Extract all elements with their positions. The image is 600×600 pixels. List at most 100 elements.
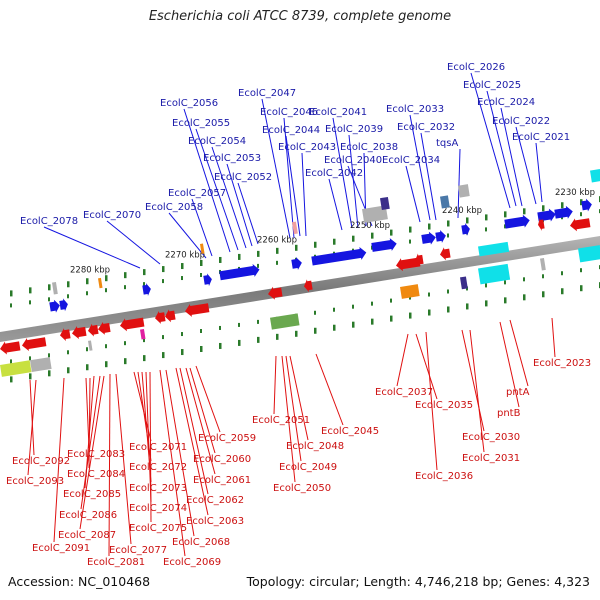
leader-line-top xyxy=(328,178,343,231)
leader-line-top xyxy=(211,146,247,249)
misc-feature xyxy=(440,195,450,209)
gene-label-ecolc_2030: EcolC_2030 xyxy=(462,432,520,443)
misc-feature xyxy=(478,263,511,285)
tick-mark xyxy=(219,256,222,263)
tick-mark xyxy=(390,298,392,303)
leader-line-top xyxy=(405,165,421,223)
tick-mark xyxy=(124,285,126,290)
gene-label-ecolc_2070: EcolC_2070 xyxy=(83,210,141,221)
tick-mark xyxy=(561,271,563,276)
leader-line-bottom xyxy=(80,375,101,510)
forward-gene-arrow xyxy=(311,246,367,266)
misc-feature xyxy=(589,169,600,183)
gene-label-ecolc_2078: EcolC_2078 xyxy=(20,216,78,227)
reverse-gene-arrow xyxy=(538,218,545,231)
leader-line-bottom xyxy=(149,371,152,523)
tick-mark xyxy=(295,330,298,337)
leader-line-bottom xyxy=(115,373,132,545)
gene-label-ecolc_2074: EcolC_2074 xyxy=(129,503,187,514)
misc-feature xyxy=(478,241,510,257)
leader-line-top xyxy=(43,226,141,269)
forward-gene-arrow xyxy=(421,231,436,245)
gene-label-pntb: pntB xyxy=(497,408,521,419)
tick-mark xyxy=(428,309,431,316)
tick-mark xyxy=(257,319,259,324)
gene-label-ecolc_2053: EcolC_2053 xyxy=(203,153,261,164)
topology-label: Topology: circular; Length: 4,746,218 bp… xyxy=(246,574,590,589)
leader-line-top xyxy=(285,135,301,237)
gene-label-ecolc_2060: EcolC_2060 xyxy=(193,454,251,465)
tick-mark xyxy=(447,289,449,294)
gene-label-ecolc_2031: EcolC_2031 xyxy=(462,453,520,464)
gene-label-ecolc_2093: EcolC_2093 xyxy=(6,476,64,487)
leader-line-bottom xyxy=(108,373,111,557)
gene-label-ecolc_2039: EcolC_2039 xyxy=(325,124,383,135)
tick-mark xyxy=(466,217,469,224)
tick-mark xyxy=(105,288,107,293)
backbone-band xyxy=(0,236,600,342)
gene-label-ecolc_2086: EcolC_2086 xyxy=(59,510,117,521)
gene-label-ecolc_2044: EcolC_2044 xyxy=(262,125,320,136)
tick-mark xyxy=(295,244,298,251)
gene-label-ecolc_2025: EcolC_2025 xyxy=(463,80,521,91)
tick-label: 2270 kbp xyxy=(165,250,205,260)
tick-mark xyxy=(504,280,506,285)
tick-mark xyxy=(67,281,70,288)
forward-gene-arrow xyxy=(49,299,60,313)
page-title: Escherichia coli ATCC 8739, complete gen… xyxy=(148,9,452,24)
forward-gene-arrow xyxy=(142,283,151,296)
tick-mark xyxy=(219,325,221,330)
misc-feature xyxy=(400,284,420,299)
tick-mark xyxy=(181,332,183,337)
tick-mark xyxy=(257,263,259,268)
tick-mark xyxy=(371,245,373,250)
tick-mark xyxy=(48,297,50,302)
tick-mark xyxy=(257,336,260,343)
leader-line-top xyxy=(301,152,307,237)
leader-line-top xyxy=(535,142,543,203)
tick-mark xyxy=(48,353,50,358)
pseudo-feature xyxy=(292,221,298,235)
tick-mark xyxy=(162,352,165,359)
tick-label: 2240 kbp xyxy=(442,206,482,216)
misc-feature xyxy=(460,276,468,290)
misc-feature xyxy=(269,313,300,330)
gene-label-ecolc_2057: EcolC_2057 xyxy=(168,188,226,199)
tick-mark xyxy=(181,263,184,270)
reverse-gene-arrow xyxy=(155,310,166,324)
leader-line-top xyxy=(191,198,213,257)
reverse-gene-arrow xyxy=(185,303,210,317)
tick-mark xyxy=(352,304,354,309)
reverse-gene-arrow xyxy=(0,341,21,355)
leader-line-bottom xyxy=(53,377,65,543)
gene-label-ecolc_2036: EcolC_2036 xyxy=(415,471,473,482)
tick-mark xyxy=(124,358,127,365)
tick-mark xyxy=(580,285,583,292)
leader-line-top xyxy=(106,220,161,265)
tick-mark xyxy=(428,292,430,297)
tick-mark xyxy=(371,318,374,325)
gene-labels: EcolC_2078 EcolC_2070 EcolC_2058 EcolC_2057… xyxy=(6,62,591,568)
leader-line-top xyxy=(168,212,207,259)
leader-line-top xyxy=(332,117,353,229)
tick-mark xyxy=(105,275,108,282)
tick-mark xyxy=(580,199,583,206)
gene-label-ecolc_2023: EcolC_2023 xyxy=(533,358,591,369)
leader-line-top xyxy=(348,134,359,229)
tick-mark xyxy=(561,202,564,209)
gene-label-ecolc_2069: EcolC_2069 xyxy=(163,557,221,568)
leader-line-bottom xyxy=(469,329,485,453)
tick-label: 2260 kbp xyxy=(257,236,297,246)
leader-line-bottom xyxy=(185,367,216,475)
gene-label-ecolc_2081: EcolC_2081 xyxy=(87,557,145,568)
tick-mark xyxy=(105,361,108,368)
gene-label-ecolc_2022: EcolC_2022 xyxy=(492,116,550,127)
tick-mark xyxy=(238,253,241,260)
pseudo-feature xyxy=(52,282,58,295)
misc-feature xyxy=(380,196,390,211)
tick-mark xyxy=(219,342,222,349)
leader-line-bottom xyxy=(189,367,216,454)
gene-label-tqsa: tqsA xyxy=(436,138,458,149)
